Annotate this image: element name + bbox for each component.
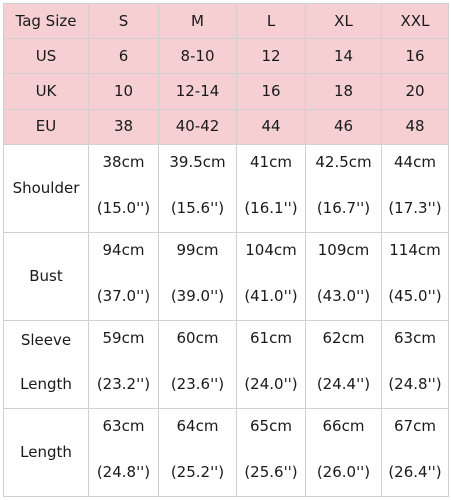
- cm-value: 41cm: [250, 152, 292, 171]
- region-value: 12-14: [158, 73, 237, 110]
- region-value: 14: [305, 38, 382, 75]
- inch-value: (41.0''): [244, 286, 298, 305]
- measure-cell: 99cm (39.0''): [158, 231, 237, 321]
- cm-value: 44cm: [394, 152, 436, 171]
- inch-value: (23.6''): [170, 374, 225, 393]
- cm-value: 99cm: [176, 240, 219, 259]
- cm-value: 104cm: [245, 240, 297, 259]
- header-size-cell: L: [236, 2, 306, 40]
- region-value: 16: [381, 38, 449, 75]
- region-value: 10: [88, 73, 159, 110]
- inch-value: (45.0''): [388, 286, 442, 305]
- inch-value: (25.6''): [244, 463, 298, 481]
- inch-value: (25.2''): [170, 463, 225, 481]
- cm-value: 63cm: [102, 416, 145, 435]
- measure-cell: 59cm (23.2''): [88, 319, 159, 409]
- region-value: 18: [305, 73, 382, 110]
- cm-value: 39.5cm: [169, 152, 226, 171]
- measure-cell: 63cm (24.8''): [88, 407, 159, 498]
- measure-cell: 60cm (23.6''): [158, 319, 237, 409]
- header-size-cell: M: [158, 2, 237, 40]
- inch-value: (43.0''): [316, 286, 371, 305]
- cm-value: 109cm: [317, 240, 370, 259]
- measure-label: Shoulder: [3, 143, 89, 233]
- measure-cell: 114cm (45.0''): [381, 231, 449, 321]
- header-size-cell: S: [88, 2, 159, 40]
- measure-cell: 62cm (24.4''): [305, 319, 382, 409]
- region-row-eu: EU 38 40-42 44 46 48: [3, 108, 449, 145]
- cm-value: 63cm: [394, 328, 436, 347]
- measure-row-length: Length 63cm (24.8'') 64cm (25.2'') 65cm (25…: [3, 407, 449, 498]
- inch-value: (24.4''): [316, 374, 371, 393]
- inch-value: (16.7''): [316, 198, 371, 217]
- measure-cell: 63cm (24.8''): [381, 319, 449, 409]
- inch-value: (37.0''): [96, 286, 151, 305]
- measure-label: Length: [3, 407, 89, 498]
- measure-cell: 67cm (26.4''): [381, 407, 449, 498]
- measure-cell: 109cm (43.0''): [305, 231, 382, 321]
- header-size-cell: XL: [305, 2, 382, 40]
- region-value: 12: [236, 38, 306, 75]
- measure-cell: 65cm (25.6''): [236, 407, 306, 498]
- measure-label: Bust: [3, 231, 89, 321]
- region-value: 46: [305, 108, 382, 145]
- cm-value: 114cm: [389, 240, 441, 259]
- measure-row-shoulder: Shoulder 38cm (15.0'') 39.5cm (15.6'') 41c…: [3, 143, 449, 233]
- inch-value: (26.0''): [316, 463, 371, 481]
- region-value: 48: [381, 108, 449, 145]
- inch-value: (39.0''): [170, 286, 225, 305]
- cm-value: 60cm: [176, 328, 219, 347]
- region-value: 44: [236, 108, 306, 145]
- cm-value: 62cm: [322, 328, 365, 347]
- header-size-cell: XXL: [381, 2, 449, 40]
- region-value: 6: [88, 38, 159, 75]
- size-chart-table: Tag Size S M L XL XXL US 6 8-10 12 14 16…: [3, 2, 449, 498]
- measure-cell: 42.5cm (16.7''): [305, 143, 382, 233]
- measure-label-line: Length: [20, 374, 72, 393]
- inch-value: (23.2''): [96, 374, 151, 393]
- header-row: Tag Size S M L XL XXL: [3, 2, 449, 40]
- inch-value: (26.4''): [388, 463, 442, 481]
- cm-value: 61cm: [250, 328, 292, 347]
- region-value: 38: [88, 108, 159, 145]
- inch-value: (16.1''): [244, 198, 298, 217]
- measure-cell: 64cm (25.2''): [158, 407, 237, 498]
- inch-value: (15.6''): [170, 198, 225, 217]
- region-label: US: [3, 38, 89, 75]
- inch-value: (24.8''): [96, 463, 151, 481]
- region-value: 40-42: [158, 108, 237, 145]
- header-corner-cell: Tag Size: [3, 2, 89, 40]
- region-value: 20: [381, 73, 449, 110]
- region-value: 8-10: [158, 38, 237, 75]
- cm-value: 94cm: [102, 240, 145, 259]
- cm-value: 42.5cm: [315, 152, 372, 171]
- measure-label-line: Sleeve: [20, 330, 72, 349]
- region-label: EU: [3, 108, 89, 145]
- measure-cell: 61cm (24.0''): [236, 319, 306, 409]
- measure-cell: 38cm (15.0''): [88, 143, 159, 233]
- region-value: 16: [236, 73, 306, 110]
- cm-value: 59cm: [102, 328, 145, 347]
- cm-value: 66cm: [322, 416, 365, 435]
- measure-cell: 39.5cm (15.6''): [158, 143, 237, 233]
- region-row-us: US 6 8-10 12 14 16: [3, 38, 449, 75]
- measure-cell: 41cm (16.1''): [236, 143, 306, 233]
- cm-value: 64cm: [176, 416, 219, 435]
- cm-value: 67cm: [394, 416, 436, 435]
- cm-value: 38cm: [102, 152, 145, 171]
- measure-row-bust: Bust 94cm (37.0'') 99cm (39.0'') 104cm (41.…: [3, 231, 449, 321]
- inch-value: (17.3''): [388, 198, 442, 217]
- measure-cell: 66cm (26.0''): [305, 407, 382, 498]
- region-label: UK: [3, 73, 89, 110]
- measure-cell: 44cm (17.3''): [381, 143, 449, 233]
- measure-cell: 94cm (37.0''): [88, 231, 159, 321]
- region-row-uk: UK 10 12-14 16 18 20: [3, 73, 449, 110]
- inch-value: (24.8''): [388, 374, 442, 393]
- measure-cell: 104cm (41.0''): [236, 231, 306, 321]
- inch-value: (24.0''): [244, 374, 298, 393]
- measure-row-sleeve-length: Sleeve Length 59cm (23.2'') 60cm (23.6'') 6…: [3, 319, 449, 409]
- inch-value: (15.0''): [96, 198, 151, 217]
- measure-label: Sleeve Length: [3, 319, 89, 409]
- cm-value: 65cm: [250, 416, 292, 435]
